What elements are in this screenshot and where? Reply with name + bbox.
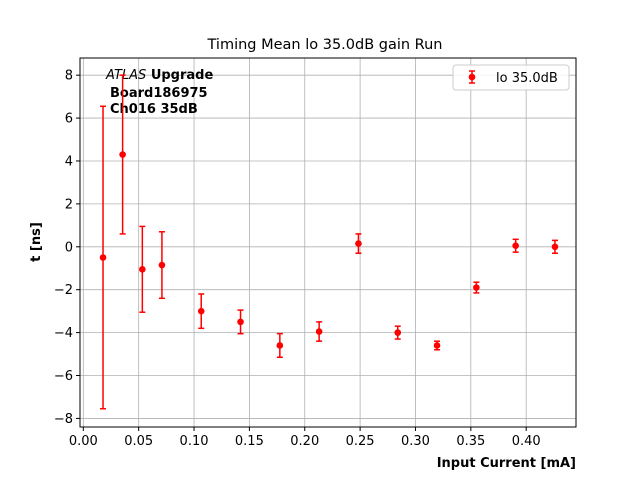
data-point: [355, 240, 362, 247]
legend-marker: [468, 70, 476, 84]
x-tick-label: 0.35: [456, 434, 485, 449]
annotation-line-3: Ch016 35dB: [110, 102, 198, 117]
data-point: [473, 284, 480, 291]
data-point: [276, 342, 284, 349]
x-tick-label: 0.10: [180, 434, 209, 449]
x-tick-label: 0.40: [512, 434, 541, 449]
legend-point: [468, 73, 476, 81]
plot-frame: [79, 57, 577, 428]
annotation-atlas: ATLAS: [105, 68, 146, 83]
data-point: [119, 151, 126, 158]
y-axis-ticks: −8 −6 −4 −2 0 2 4 6 8: [54, 69, 80, 427]
series-lo-35db: [99, 74, 559, 410]
annotation-line-1: ATLAS Upgrade: [105, 68, 213, 83]
x-tick-label: 0.05: [124, 434, 153, 449]
x-tick-label: 0.25: [346, 434, 375, 449]
y-tick-label: −6: [54, 369, 73, 384]
legend: lo 35.0dB: [452, 64, 570, 91]
y-tick-label: −8: [54, 412, 73, 427]
legend-label: lo 35.0dB: [496, 71, 558, 86]
y-tick-label: 0: [65, 240, 73, 255]
data-point: [512, 242, 519, 250]
data-point: [197, 307, 205, 315]
data-point: [433, 342, 441, 349]
data-point: [139, 266, 146, 273]
x-tick-label: 0.20: [290, 434, 319, 449]
x-tick-label: 0.00: [69, 434, 98, 449]
y-tick-label: −4: [54, 326, 73, 341]
grid: [80, 58, 576, 427]
x-axis-label: Input Current [mA]: [437, 456, 576, 471]
data-point: [315, 328, 323, 335]
annotation-upgrade: Upgrade: [151, 68, 214, 83]
y-axis-label: t [ns]: [29, 222, 44, 262]
data-point: [99, 254, 107, 261]
x-tick-label: 0.30: [401, 434, 430, 449]
x-tick-label: 0.15: [235, 434, 264, 449]
atlas-annotation: ATLAS Upgrade Board186975 Ch016 35dB: [105, 68, 213, 117]
x-axis-ticks: 0.00 0.05 0.10 0.15 0.20 0.25 0.30 0.35 0.40: [69, 427, 541, 449]
chart-title: Timing Mean lo 35.0dB gain Run: [207, 37, 443, 53]
data-point: [237, 318, 244, 326]
y-tick-label: 6: [65, 112, 73, 127]
y-tick-label: 2: [65, 197, 73, 212]
data-point: [551, 243, 559, 251]
y-tick-label: 8: [65, 69, 73, 84]
data-point: [158, 261, 166, 269]
y-tick-label: −2: [54, 283, 73, 298]
data-point: [394, 329, 402, 336]
y-tick-label: 4: [65, 154, 73, 169]
annotation-line-2: Board186975: [110, 86, 208, 101]
legend-box: [452, 64, 570, 91]
